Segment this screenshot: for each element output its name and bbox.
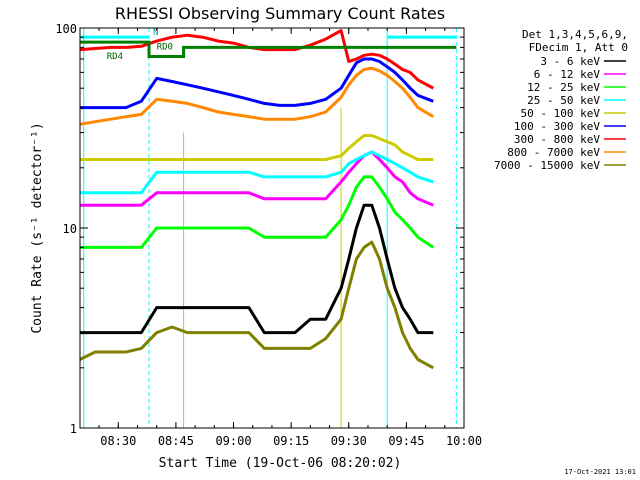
series-line <box>79 134 434 161</box>
legend-entry-label: 25 - 50 keV <box>527 94 600 107</box>
chart-axes: 08:30 08:45 09:00 09:15 09:30 09:45 10:00 1 10 10… <box>55 22 482 448</box>
x-tick-label: 09:45 <box>388 434 424 448</box>
plot-frame <box>79 27 465 429</box>
y-axis-label: Count Rate (s⁻¹ detector⁻¹) <box>30 122 45 333</box>
legend-entry-label: 12 - 25 keV <box>527 81 600 94</box>
y-tick-label: 100 <box>55 22 77 36</box>
legend-entry-label: 300 - 800 keV <box>514 133 600 146</box>
x-tick-label: 08:30 <box>100 434 136 448</box>
chart-series: N RD0 RD4 <box>79 28 457 370</box>
y-tick-label: 1 <box>70 422 77 436</box>
marker-label: N <box>153 28 158 38</box>
series-line <box>79 29 435 90</box>
timestamp: 17-Oct-2021 13:01 <box>564 468 636 476</box>
series-line <box>79 66 435 126</box>
rd0-marker-line <box>79 40 457 59</box>
chart-legend: Det 1,3,4,5,6,9,FDecim 1, Att 03 - 6 keV… <box>494 28 628 172</box>
series-line <box>79 240 435 370</box>
legend-header: Det 1,3,4,5,6,9, <box>522 28 628 41</box>
legend-entry-label: 3 - 6 keV <box>540 55 600 68</box>
y-tick-label: 10 <box>63 222 77 236</box>
legend-entry-label: 6 - 12 keV <box>534 68 601 81</box>
series-line <box>79 203 434 335</box>
marker-label: RD4 <box>107 52 123 62</box>
legend-entry-label: 7000 - 15000 keV <box>494 159 600 172</box>
legend-entry-label: 800 - 7000 keV <box>507 146 600 159</box>
series-line <box>79 175 435 249</box>
series-line <box>79 150 434 195</box>
x-tick-label: 09:00 <box>215 434 251 448</box>
x-tick-label: 09:30 <box>331 434 367 448</box>
chart-title: RHESSI Observing Summary Count Rates <box>115 4 445 23</box>
x-axis-label: Start Time (19-Oct-06 08:20:02) <box>159 456 402 471</box>
legend-entry-label: 100 - 300 keV <box>514 120 600 133</box>
x-tick-label: 08:45 <box>158 434 194 448</box>
x-tick-label: 10:00 <box>446 434 482 448</box>
legend-header: FDecim 1, Att 0 <box>529 41 628 54</box>
series-line <box>79 150 434 207</box>
legend-entry-label: 50 - 100 keV <box>521 107 601 120</box>
series-line <box>79 57 434 110</box>
x-tick-label: 09:15 <box>273 434 309 448</box>
marker-label: RD0 <box>157 43 173 53</box>
